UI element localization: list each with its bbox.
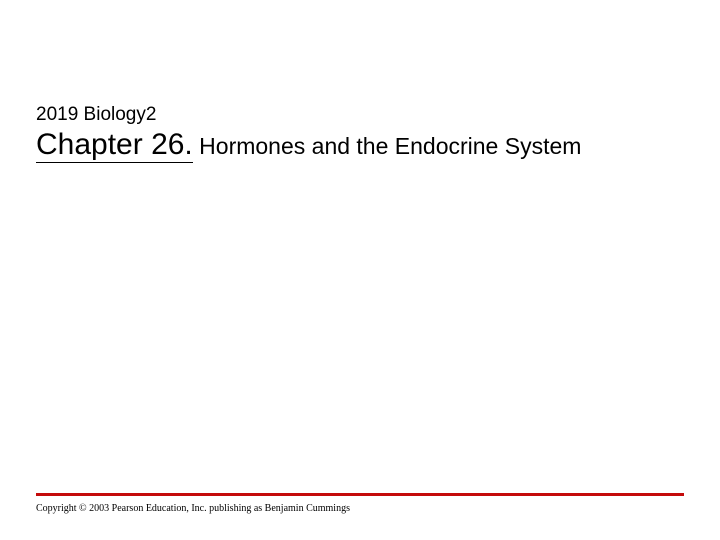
course-label: 2019 Biology2	[36, 104, 581, 126]
slide-container: 2019 Biology2 Chapter 26. Hormones and t…	[0, 0, 720, 540]
chapter-subtitle: Hormones and the Endocrine System	[193, 133, 582, 159]
copyright-text: Copyright © 2003 Pearson Education, Inc.…	[36, 503, 350, 514]
title-line: Chapter 26. Hormones and the Endocrine S…	[36, 128, 581, 162]
chapter-label: Chapter 26.	[36, 128, 193, 163]
header-block: 2019 Biology2 Chapter 26. Hormones and t…	[36, 104, 581, 162]
footer-divider	[36, 493, 684, 496]
